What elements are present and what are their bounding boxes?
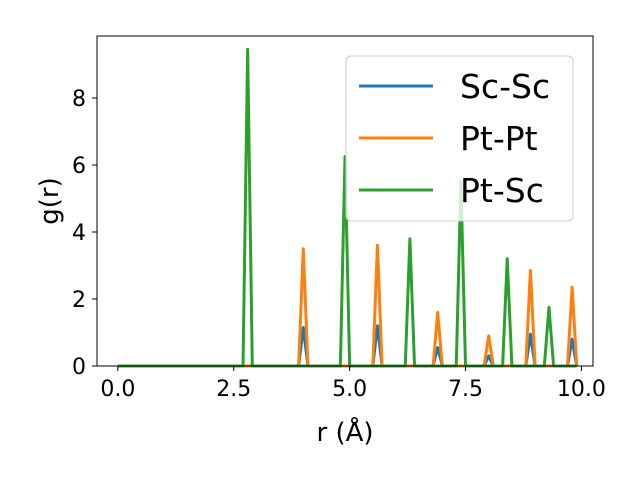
y-axis-label: g(r) <box>35 177 65 224</box>
y-tick-label: 6 <box>72 154 86 179</box>
legend-box <box>345 55 574 222</box>
legend-label-sc-sc: Sc-Sc <box>460 67 550 106</box>
y-tick-label: 0 <box>72 355 86 380</box>
y-tick-label: 4 <box>72 221 86 246</box>
y-axis: 0 2 4 6 8 <box>72 87 97 380</box>
plot-frame <box>96 35 594 367</box>
legend-label-pt-pt: Pt-Pt <box>460 119 538 158</box>
x-tick-label: 2.5 <box>216 377 251 402</box>
x-axis: 0.0 2.5 5.0 7.5 10.0 <box>100 366 606 402</box>
x-tick-label: 10.0 <box>557 377 606 402</box>
legend-label-pt-sc: Pt-Sc <box>460 171 544 210</box>
y-tick-label: 8 <box>72 87 86 112</box>
x-tick-label: 5.0 <box>332 377 367 402</box>
y-tick-label: 2 <box>72 288 86 313</box>
x-tick-label: 7.5 <box>448 377 483 402</box>
x-axis-label: r (Å) <box>316 416 373 448</box>
x-tick-label: 0.0 <box>100 377 135 402</box>
legend: Sc-Sc Pt-Pt Pt-Sc <box>345 55 574 222</box>
